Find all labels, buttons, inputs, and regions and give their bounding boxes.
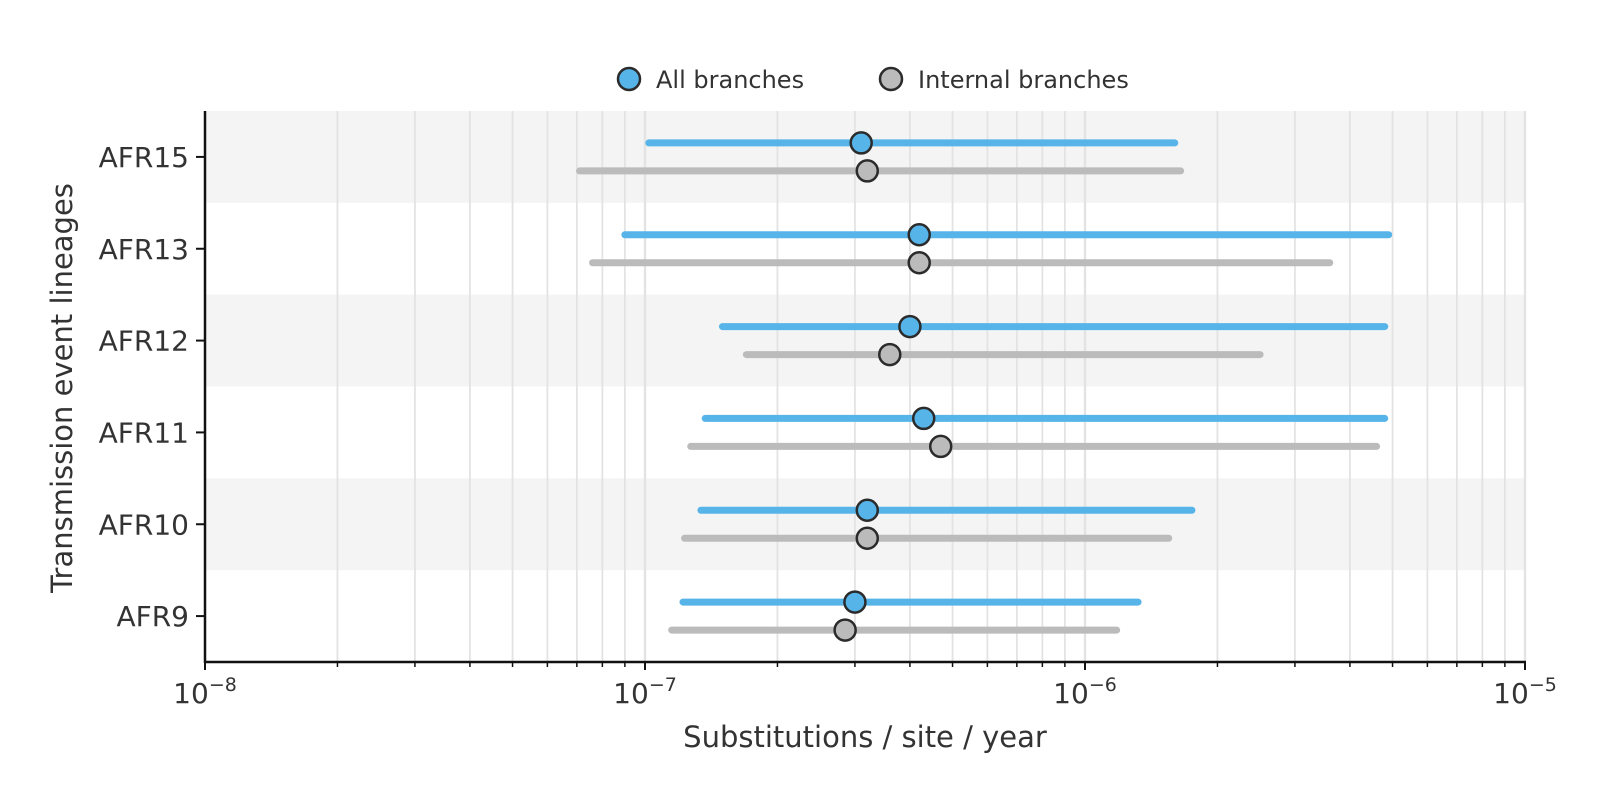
category-label-afr11: AFR11 bbox=[99, 416, 189, 449]
category-label-afr13: AFR13 bbox=[99, 233, 189, 266]
series-layer bbox=[576, 131, 1393, 642]
point-all-branches-afr13 bbox=[907, 223, 931, 247]
legend-label-internal-branches: Internal branches bbox=[918, 66, 1129, 94]
point-all-branches-afr15 bbox=[849, 131, 873, 155]
category-label-afr12: AFR12 bbox=[99, 325, 189, 358]
category-label-afr15: AFR15 bbox=[99, 141, 189, 174]
x-tick-label: 10−6 bbox=[1053, 674, 1117, 710]
point-all-branches-afr9 bbox=[843, 590, 867, 614]
category-label-afr9: AFR9 bbox=[116, 600, 189, 633]
point-internal-branches-afr9 bbox=[833, 618, 857, 642]
x-ticks: 10−8 10−7 10−6 10−5 bbox=[173, 662, 1557, 710]
point-internal-branches-afr11 bbox=[928, 434, 953, 459]
point-all-branches-afr11 bbox=[911, 406, 936, 431]
row-band-afr10 bbox=[205, 478, 1525, 571]
x-tick-label: 10−7 bbox=[613, 674, 677, 710]
point-internal-branches-afr13 bbox=[907, 251, 931, 275]
point-internal-branches-afr10 bbox=[855, 526, 880, 550]
row-band-afr12 bbox=[205, 294, 1525, 387]
y-axis-title: Transmission event lineages bbox=[45, 183, 79, 594]
row-band-afr15 bbox=[205, 111, 1525, 203]
point-internal-branches-afr15 bbox=[855, 159, 880, 183]
point-internal-branches-afr12 bbox=[878, 342, 902, 367]
row-bands bbox=[205, 111, 1525, 571]
point-all-branches-afr12 bbox=[898, 314, 922, 339]
point-all-branches-afr10 bbox=[855, 498, 880, 522]
grid-lines bbox=[336, 111, 1527, 662]
legend-marker-all-branches bbox=[616, 66, 642, 92]
axes bbox=[203, 111, 1526, 664]
series-internal-branches bbox=[576, 159, 1381, 642]
legend-label-all-branches: All branches bbox=[656, 66, 804, 94]
legend-marker-internal-branches bbox=[878, 66, 904, 92]
x-axis-title: Substitutions / site / year bbox=[683, 720, 1047, 754]
x-tick-label: 10−5 bbox=[1493, 674, 1557, 710]
category-label-afr10: AFR10 bbox=[99, 508, 189, 541]
legend: All branches Internal branches bbox=[616, 66, 1129, 94]
x-tick-label: 10−8 bbox=[173, 674, 237, 710]
y-ticks: AFR15 AFR13 AFR12 AFR11 AFR10 AFR9 bbox=[99, 141, 205, 633]
series-all-branches bbox=[621, 131, 1393, 614]
